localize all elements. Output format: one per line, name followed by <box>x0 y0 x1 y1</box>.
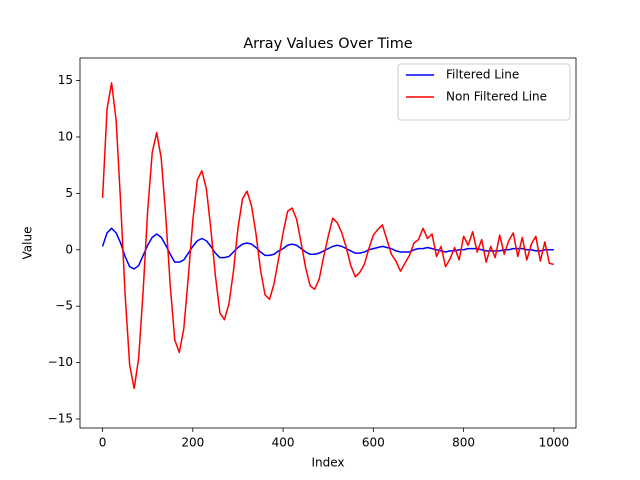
y-tick-label: −10 <box>48 355 73 369</box>
data-line <box>101 82 555 390</box>
x-tick-label: 200 <box>181 436 204 450</box>
x-tick-label: 800 <box>452 436 475 450</box>
x-tick-label: 1000 <box>539 436 570 450</box>
plot-frame <box>79 57 577 429</box>
x-axis-label: Index <box>311 456 344 470</box>
legend: Filtered Line Non Filtered Line <box>397 63 571 121</box>
legend-box <box>397 63 571 121</box>
legend-label: Filtered Line <box>446 68 519 82</box>
y-tick-label: −5 <box>55 299 73 313</box>
y-axis-label: Value <box>21 227 35 260</box>
x-tick-label: 0 <box>99 436 107 450</box>
y-tick-label: 5 <box>65 186 73 200</box>
y-tick-label: 15 <box>58 73 73 87</box>
y-tick-label: −15 <box>48 411 73 425</box>
y-tick-label: 10 <box>58 129 73 143</box>
chart-title: Array Values Over Time <box>243 36 412 52</box>
legend-label: Non Filtered Line <box>446 90 547 104</box>
x-tick-label: 400 <box>272 436 295 450</box>
y-tick-label: 0 <box>65 242 73 256</box>
x-tick-label: 600 <box>362 436 385 450</box>
